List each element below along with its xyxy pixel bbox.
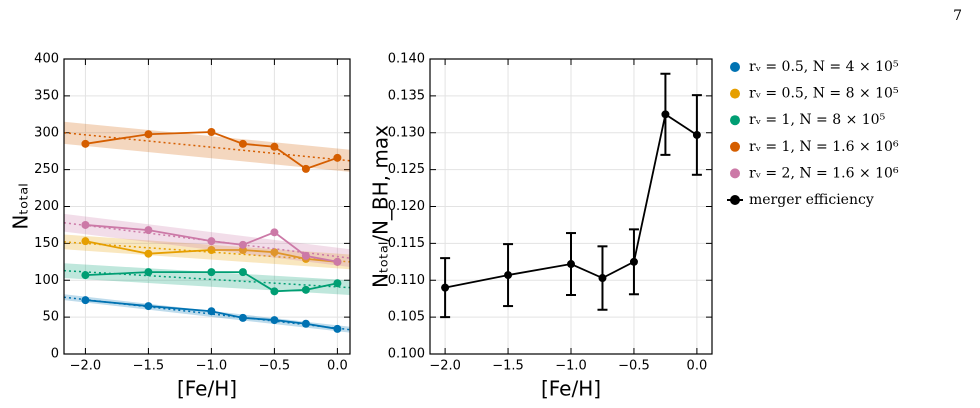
point <box>692 130 701 139</box>
x-tick-label: −2.0 <box>70 359 102 374</box>
axes-frame <box>429 58 713 355</box>
x-axis-label: [Fe/H] <box>541 377 601 401</box>
y-tick-label: 0.125 <box>388 162 425 177</box>
x-tick-label: −0.5 <box>259 359 291 374</box>
y-tick-label: 0.140 <box>388 52 425 67</box>
y-tick-label: 350 <box>34 88 59 103</box>
legend-marker <box>730 115 740 126</box>
legend-marker <box>730 62 740 72</box>
point <box>270 248 279 257</box>
y-tick-label: 100 <box>34 273 59 288</box>
y-tick-label: 250 <box>34 162 59 177</box>
point <box>301 251 310 260</box>
point <box>567 260 575 269</box>
point <box>238 268 247 277</box>
point <box>207 128 216 137</box>
legend-label: rᵥ = 2, N = 1.6 × 10⁶ <box>749 165 899 181</box>
point <box>207 246 216 255</box>
fit-band <box>64 234 350 270</box>
legend-marker <box>730 88 740 99</box>
y-tick-label: 0.120 <box>388 199 425 214</box>
point <box>270 228 279 237</box>
x-tick-label: −2.0 <box>429 359 461 374</box>
y-tick-label: 0.110 <box>388 273 425 288</box>
point <box>81 271 90 280</box>
legend-marker <box>730 141 740 152</box>
point <box>144 226 153 235</box>
point <box>144 302 153 311</box>
x-tick-label: 0.0 <box>327 359 348 374</box>
point <box>661 110 670 119</box>
point <box>301 164 310 173</box>
legend-label: rᵥ = 0.5, N = 8 × 10⁵ <box>749 86 899 102</box>
point <box>238 240 247 249</box>
point <box>144 249 153 258</box>
legend-label: rᵥ = 1, N = 8 × 10⁵ <box>749 112 886 128</box>
point <box>81 237 90 246</box>
axes-frame <box>63 58 351 355</box>
legend-label: rᵥ = 1, N = 1.6 × 10⁶ <box>749 139 899 155</box>
y-tick-label: 0.115 <box>388 236 425 251</box>
point <box>333 257 342 266</box>
point <box>81 139 90 148</box>
x-tick-label: −1.5 <box>133 359 165 374</box>
y-tick-label: 0.105 <box>388 310 425 325</box>
y-tick-label: 300 <box>34 125 59 140</box>
point <box>301 319 310 328</box>
point <box>270 287 279 296</box>
fit-band <box>64 121 350 172</box>
page-number: 7 <box>953 8 962 24</box>
point <box>81 220 90 229</box>
point <box>333 324 342 333</box>
fit-band <box>64 263 350 295</box>
point <box>270 316 279 325</box>
point <box>144 130 153 139</box>
legend-label: rᵥ = 0.5, N = 4 × 10⁵ <box>749 59 899 75</box>
y-axis-label: Nₜₒₜₐₗ/N_BH, max <box>369 125 393 288</box>
y-tick-label: 200 <box>34 199 59 214</box>
x-axis-label: [Fe/H] <box>177 377 237 401</box>
y-tick-label: 150 <box>34 236 59 251</box>
point <box>301 285 310 294</box>
legend-marker <box>730 195 740 205</box>
x-tick-label: −1.0 <box>196 359 228 374</box>
legend-label: merger efficiency <box>749 192 874 208</box>
x-tick-label: −0.5 <box>618 359 650 374</box>
point <box>238 313 247 322</box>
point <box>81 296 90 305</box>
y-tick-label: 50 <box>42 310 59 325</box>
point <box>207 307 216 316</box>
point <box>144 268 153 277</box>
fit-band <box>64 294 350 333</box>
legend-marker <box>730 168 740 179</box>
point <box>270 142 279 151</box>
y-tick-label: 0 <box>51 347 59 362</box>
point <box>441 283 450 292</box>
y-tick-label: 0.135 <box>388 88 425 103</box>
y-axis-label: Nₜₒₜₐₗ <box>9 183 33 229</box>
x-tick-label: −1.0 <box>555 359 587 374</box>
point <box>207 237 216 246</box>
point <box>333 279 342 288</box>
point <box>207 268 216 277</box>
point <box>504 271 513 280</box>
x-tick-label: −1.5 <box>492 359 524 374</box>
point <box>629 257 638 266</box>
y-tick-label: 400 <box>34 52 59 67</box>
x-tick-label: 0.0 <box>687 359 708 374</box>
y-tick-label: 0.100 <box>388 347 425 362</box>
point <box>333 153 342 162</box>
point <box>238 139 247 148</box>
y-tick-label: 0.130 <box>388 125 425 140</box>
point <box>598 274 607 283</box>
